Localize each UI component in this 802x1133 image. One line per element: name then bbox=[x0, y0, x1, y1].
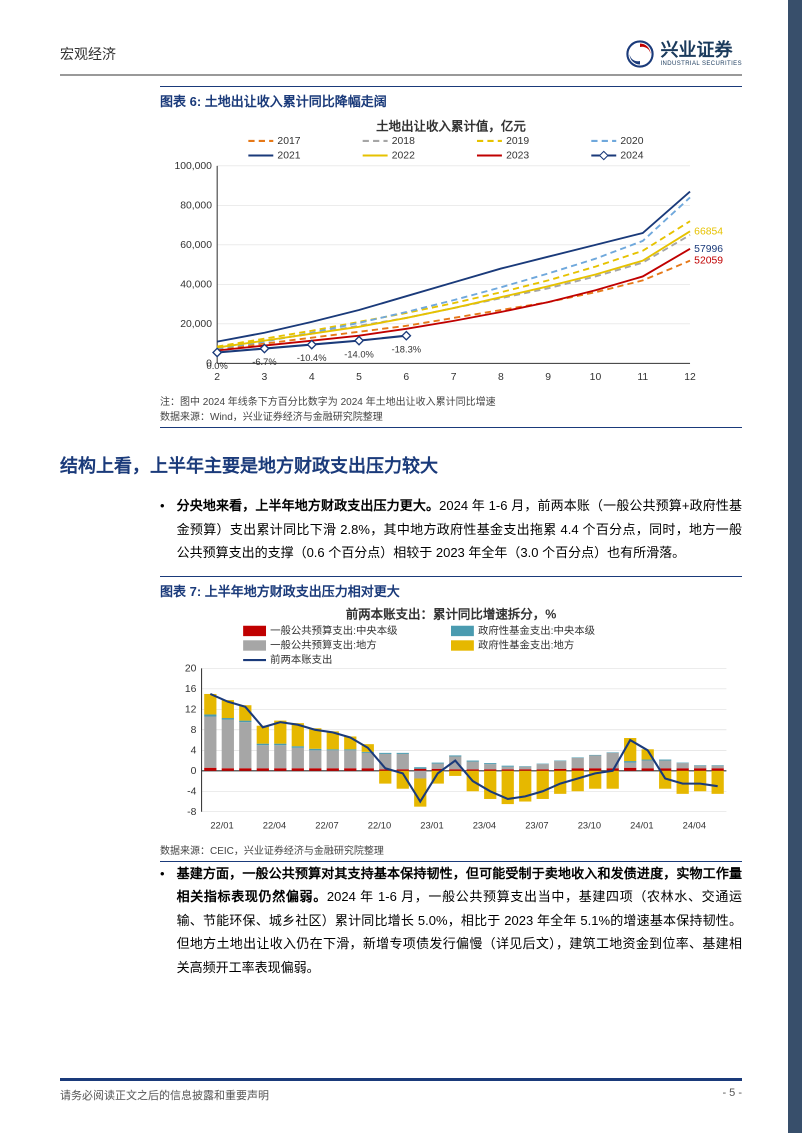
svg-text:20,000: 20,000 bbox=[180, 319, 212, 330]
svg-text:100,000: 100,000 bbox=[174, 161, 212, 172]
bullet-dot-icon: • bbox=[160, 494, 165, 564]
chart6-svg: 020,00040,00060,00080,000100,00023456789… bbox=[160, 116, 742, 386]
svg-text:-4: -4 bbox=[187, 787, 196, 798]
svg-text:-18.3%: -18.3% bbox=[392, 344, 422, 354]
chart7-svg: 前两本账支出：累计同比增速拆分，% 一般公共预算支出:中央本级一般公共预算支出:地… bbox=[160, 606, 742, 835]
svg-text:22/07: 22/07 bbox=[315, 821, 338, 831]
svg-text:一般公共预算支出:地方: 一般公共预算支出:地方 bbox=[270, 639, 377, 652]
svg-text:4: 4 bbox=[309, 372, 315, 383]
svg-text:60,000: 60,000 bbox=[180, 240, 212, 251]
chart7-title: 图表 7: 上半年地方财政支出压力相对更大 bbox=[160, 584, 400, 599]
svg-text:2021: 2021 bbox=[277, 151, 300, 162]
svg-text:2020: 2020 bbox=[620, 136, 643, 147]
svg-text:22/04: 22/04 bbox=[263, 821, 286, 831]
svg-text:24/01: 24/01 bbox=[630, 821, 653, 831]
chart6-note1: 注：图中 2024 年线条下方百分比数字为 2024 年土地出让收入累计同比增速 bbox=[160, 393, 742, 408]
svg-text:-8: -8 bbox=[187, 807, 196, 818]
svg-text:-6.7%: -6.7% bbox=[252, 357, 276, 367]
svg-text:5: 5 bbox=[356, 372, 362, 383]
svg-text:一般公共预算支出:中央本级: 一般公共预算支出:中央本级 bbox=[270, 624, 398, 637]
svg-text:11: 11 bbox=[637, 372, 648, 383]
svg-text:2: 2 bbox=[214, 372, 220, 383]
bullet-dot-icon: • bbox=[160, 862, 165, 979]
svg-text:政府性基金支出:地方: 政府性基金支出:地方 bbox=[478, 639, 574, 652]
svg-text:3: 3 bbox=[262, 372, 268, 383]
chart7-note-text: 数据来源：CEIC，兴业证券经济与金融研究院整理 bbox=[160, 842, 742, 857]
section-heading: 结构上看，上半年主要是地方财政支出压力较大 bbox=[60, 452, 742, 478]
svg-text:12: 12 bbox=[185, 705, 197, 716]
svg-text:土地出让收入累计值，亿元: 土地出让收入累计值，亿元 bbox=[376, 119, 526, 134]
svg-text:4: 4 bbox=[191, 746, 197, 757]
logo-text-en: INDUSTRIAL SECURITIES bbox=[660, 61, 742, 68]
brand-logo: 兴业证券 INDUSTRIAL SECURITIES bbox=[626, 40, 742, 68]
svg-text:10: 10 bbox=[590, 372, 602, 383]
svg-text:22/10: 22/10 bbox=[368, 821, 391, 831]
svg-text:2019: 2019 bbox=[506, 136, 529, 147]
svg-text:20: 20 bbox=[185, 664, 197, 675]
svg-text:2022: 2022 bbox=[392, 151, 415, 162]
bullet1-bold: 分央地来看，上半年地方财政支出压力更大。 bbox=[177, 498, 440, 513]
chart6-title: 图表 6: 土地出让收入累计同比降幅走阔 bbox=[160, 94, 387, 109]
svg-text:政府性基金支出:中央本级: 政府性基金支出:中央本级 bbox=[478, 624, 596, 637]
doc-category: 宏观经济 bbox=[60, 44, 116, 64]
chart6-note: 注：图中 2024 年线条下方百分比数字为 2024 年土地出让收入累计同比增速… bbox=[160, 393, 742, 428]
svg-text:24/04: 24/04 bbox=[683, 821, 706, 831]
chart6-block: 图表 6: 土地出让收入累计同比降幅走阔 020,00040,00060,000… bbox=[60, 86, 742, 428]
svg-text:2023: 2023 bbox=[506, 151, 529, 162]
svg-text:52059: 52059 bbox=[694, 256, 723, 267]
svg-text:66854: 66854 bbox=[694, 226, 723, 237]
logo-swirl-icon bbox=[626, 40, 654, 68]
svg-text:16: 16 bbox=[185, 684, 197, 695]
svg-text:8: 8 bbox=[191, 725, 197, 736]
chart6-note2: 数据来源：Wind，兴业证券经济与金融研究院整理 bbox=[160, 408, 742, 423]
svg-text:6: 6 bbox=[403, 372, 409, 383]
page-number: - 5 - bbox=[722, 1087, 742, 1103]
chart7-block: 图表 7: 上半年地方财政支出压力相对更大 前两本账支出：累计同比增速拆分，% 一… bbox=[60, 576, 742, 862]
page-footer: 请务必阅读正文之后的信息披露和重要声明 - 5 - bbox=[60, 1078, 742, 1103]
chart7-note: 数据来源：CEIC，兴业证券经济与金融研究院整理 bbox=[160, 842, 742, 862]
svg-text:80,000: 80,000 bbox=[180, 200, 212, 211]
svg-text:22/01: 22/01 bbox=[210, 821, 233, 831]
bullet-1: • 分央地来看，上半年地方财政支出压力更大。2024 年 1-6 月，前两本账（… bbox=[160, 494, 742, 564]
svg-text:23/10: 23/10 bbox=[578, 821, 601, 831]
svg-text:7: 7 bbox=[451, 372, 457, 383]
svg-text:40,000: 40,000 bbox=[180, 279, 212, 290]
svg-text:2018: 2018 bbox=[392, 136, 415, 147]
side-stripe bbox=[788, 0, 802, 1133]
svg-text:2017: 2017 bbox=[277, 136, 300, 147]
svg-text:9: 9 bbox=[545, 372, 551, 383]
svg-text:2024: 2024 bbox=[620, 151, 643, 162]
svg-text:23/07: 23/07 bbox=[525, 821, 548, 831]
svg-text:-14.0%: -14.0% bbox=[344, 349, 374, 359]
logo-text-cn: 兴业证券 bbox=[660, 41, 742, 61]
svg-text:前两本账支出: 前两本账支出 bbox=[270, 654, 332, 667]
svg-text:-10.4%: -10.4% bbox=[297, 353, 327, 363]
svg-text:0.0%: 0.0% bbox=[207, 361, 228, 371]
svg-text:57996: 57996 bbox=[694, 244, 723, 255]
svg-text:前两本账支出：累计同比增速拆分，%: 前两本账支出：累计同比增速拆分，% bbox=[346, 607, 557, 622]
bullet-2: • 基建方面，一般公共预算对其支持基本保持韧性，但可能受制于卖地收入和发债进度，… bbox=[160, 862, 742, 979]
svg-text:0: 0 bbox=[191, 766, 197, 777]
svg-text:12: 12 bbox=[684, 372, 696, 383]
page-header: 宏观经济 兴业证券 INDUSTRIAL SECURITIES bbox=[60, 40, 742, 76]
svg-text:23/01: 23/01 bbox=[420, 821, 443, 831]
footer-disclaimer: 请务必阅读正文之后的信息披露和重要声明 bbox=[60, 1087, 269, 1103]
svg-text:8: 8 bbox=[498, 372, 504, 383]
svg-text:23/04: 23/04 bbox=[473, 821, 496, 831]
